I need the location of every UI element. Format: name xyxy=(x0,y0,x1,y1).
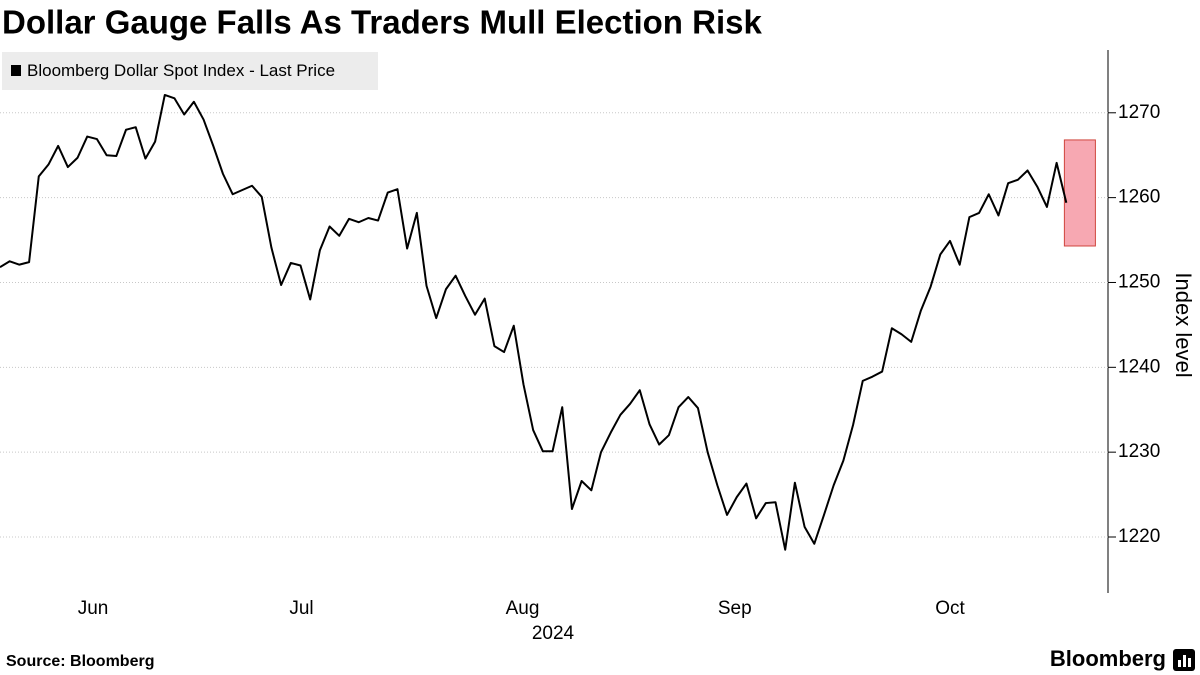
x-tick-label: Sep xyxy=(718,598,752,619)
brand-icon-bar xyxy=(1188,658,1191,667)
legend-label: Bloomberg Dollar Spot Index - Last Price xyxy=(27,61,335,80)
legend: Bloomberg Dollar Spot Index - Last Price xyxy=(2,52,378,90)
brand-icon-bar xyxy=(1183,655,1186,667)
x-sublabel: 2024 xyxy=(532,623,575,644)
y-tick-label: 1270 xyxy=(1118,102,1160,123)
line-series xyxy=(0,93,1068,551)
legend-box xyxy=(2,52,378,90)
brand-icon xyxy=(1173,649,1195,671)
source: Source: Bloomberg xyxy=(6,653,154,670)
x-tick-label: Oct xyxy=(935,598,965,619)
y-tick-label: 1220 xyxy=(1118,526,1160,547)
brand-icon-bar xyxy=(1178,660,1181,667)
y-tick-label: 1240 xyxy=(1118,356,1160,377)
y-tick-label: 1250 xyxy=(1118,271,1160,292)
y-tick-label: 1260 xyxy=(1118,187,1160,208)
x-tick-label: Jul xyxy=(289,598,313,619)
y-tick-label: 1230 xyxy=(1118,441,1160,462)
chart-title: Dollar Gauge Falls As Traders Mull Elect… xyxy=(2,4,762,41)
brand: Bloomberg xyxy=(1050,646,1166,671)
x-tick-label: Aug xyxy=(506,598,540,619)
highlight-box xyxy=(1063,139,1096,247)
legend-swatch xyxy=(11,65,21,76)
y-axis-label: Index level xyxy=(1171,272,1196,377)
x-tick-label: Jun xyxy=(78,598,109,619)
